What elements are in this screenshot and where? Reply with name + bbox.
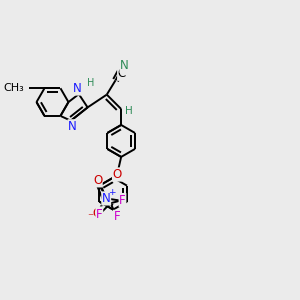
Text: O: O: [93, 207, 102, 220]
Text: N: N: [102, 192, 111, 205]
Text: ⁻: ⁻: [87, 211, 93, 224]
Text: F: F: [119, 194, 126, 206]
Text: H: H: [125, 106, 133, 116]
Text: +: +: [108, 188, 115, 196]
Text: O: O: [112, 168, 122, 181]
Text: O: O: [93, 174, 102, 187]
Text: C: C: [118, 67, 126, 80]
Text: F: F: [96, 208, 103, 221]
Text: H: H: [87, 78, 94, 88]
Text: CH₃: CH₃: [3, 83, 24, 93]
Text: N: N: [73, 82, 81, 95]
Text: N: N: [68, 120, 77, 133]
Text: N: N: [120, 59, 129, 72]
Text: F: F: [114, 210, 120, 223]
